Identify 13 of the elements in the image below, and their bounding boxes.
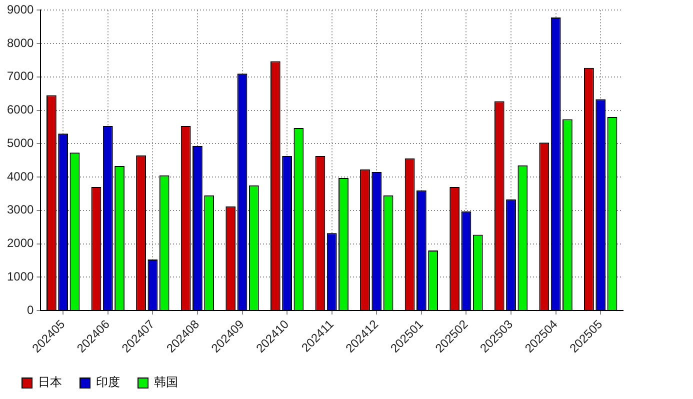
y-tick-label: 9000 [6,2,34,17]
y-tick-label: 7000 [6,69,34,84]
y-tick-label: 2000 [6,236,34,250]
y-tick-label: 6000 [6,102,34,117]
y-tick-label: 8000 [6,36,34,50]
y-tick-label: 1000 [6,269,34,284]
legend-label: 韩国 [154,375,178,390]
y-tick-label: 4000 [6,169,34,184]
y-tick-label: 5000 [6,136,34,150]
y-tick-label: 3000 [6,202,34,217]
legend-label: 印度 [96,375,120,390]
legend-label: 日本 [38,375,62,390]
y-tick-label: 0 [27,302,34,317]
